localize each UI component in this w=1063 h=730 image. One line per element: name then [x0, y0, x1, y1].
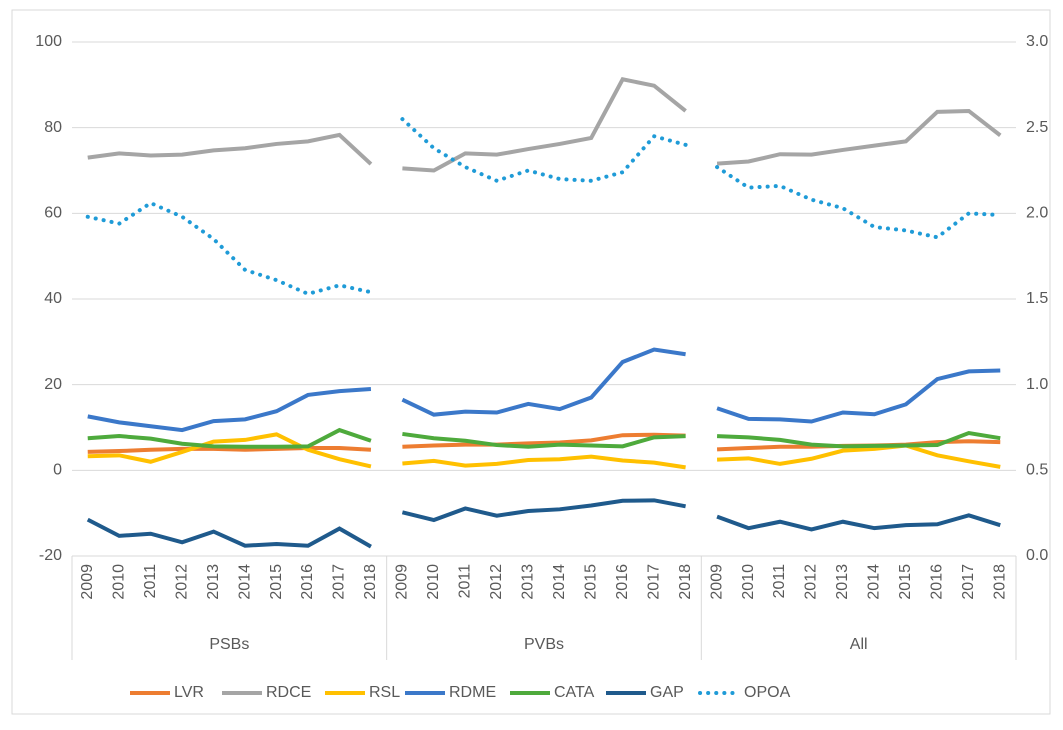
- x-tick-label: 2012: [803, 564, 820, 600]
- y2-tick-label: 0.5: [1026, 462, 1048, 479]
- x-tick-label: 2010: [425, 564, 442, 600]
- series-line: [716, 431, 1001, 449]
- x-tick-label: 2016: [614, 564, 631, 600]
- series-line: [716, 443, 1001, 469]
- x-tick-label: 2014: [551, 564, 568, 600]
- x-tick-label: 2016: [929, 564, 946, 600]
- series-line: [402, 454, 686, 470]
- y-tick-label: 40: [44, 290, 62, 307]
- series-line: [86, 517, 372, 549]
- x-tick-label: 2011: [771, 564, 788, 599]
- y-tick-label: 60: [44, 205, 62, 222]
- series-line: [87, 132, 373, 166]
- group-label: All: [850, 636, 868, 653]
- x-tick-label: 2010: [740, 564, 757, 600]
- y-tick-label: -20: [39, 547, 62, 564]
- legend-label: OPOA: [744, 684, 791, 701]
- y-tick-label: 80: [44, 119, 62, 136]
- legend-label: LVR: [174, 684, 204, 701]
- series-line: [716, 368, 1001, 424]
- series-line: [87, 446, 372, 454]
- y2-tick-label: 3.0: [1026, 33, 1048, 50]
- y-tick-label: 0: [53, 462, 62, 479]
- x-tick-label: 2012: [173, 564, 190, 600]
- x-tick-label: 2009: [708, 564, 725, 600]
- legend-label: RDCE: [266, 684, 311, 701]
- x-tick-label: 2013: [205, 564, 222, 600]
- x-tick-label: 2012: [488, 564, 505, 600]
- y-tick-label: 100: [35, 33, 62, 50]
- y2-tick-label: 2.5: [1026, 119, 1048, 136]
- x-tick-label: 2016: [299, 564, 316, 600]
- x-tick-label: 2017: [960, 564, 977, 600]
- series-line: [716, 513, 1001, 532]
- x-tick-label: 2010: [110, 564, 127, 600]
- series-line: [716, 108, 1002, 166]
- series-line: [402, 431, 686, 449]
- x-tick-label: 2015: [268, 564, 285, 600]
- series-line: [401, 498, 686, 523]
- x-tick-label: 2013: [834, 564, 851, 600]
- x-tick-label: 2009: [79, 564, 96, 600]
- y2-tick-label: 2.0: [1026, 205, 1048, 222]
- x-tick-label: 2017: [645, 564, 662, 600]
- x-tick-label: 2015: [897, 564, 914, 600]
- x-tick-label: 2015: [582, 564, 599, 600]
- legend-label: RDME: [449, 684, 496, 701]
- x-tick-label: 2018: [362, 564, 379, 600]
- x-tick-label: 2013: [519, 564, 536, 600]
- y2-tick-label: 1.5: [1026, 290, 1048, 307]
- x-tick-label: 2018: [991, 564, 1008, 600]
- chart-frame: [11, 9, 1051, 715]
- series-line: [87, 427, 372, 449]
- series-line: [401, 347, 686, 417]
- x-tick-label: 2017: [331, 564, 348, 600]
- legend-label: RSL: [369, 684, 400, 701]
- x-tick-label: 2011: [457, 564, 474, 599]
- series-line: [402, 77, 687, 173]
- series-line: [400, 117, 688, 183]
- x-tick-label: 2014: [866, 564, 883, 600]
- legend-label: GAP: [650, 684, 684, 701]
- y2-tick-label: 1.0: [1026, 376, 1048, 393]
- legend-label: CATA: [554, 684, 595, 701]
- group-label: PSBs: [209, 636, 249, 653]
- y2-tick-label: 0.0: [1026, 547, 1048, 564]
- x-tick-label: 2011: [142, 564, 159, 599]
- series-line: [87, 386, 372, 433]
- series-line: [87, 432, 372, 469]
- y-tick-label: 20: [44, 376, 62, 393]
- x-tick-label: 2009: [394, 564, 411, 600]
- x-tick-label: 2018: [677, 564, 694, 600]
- x-tick-label: 2014: [236, 564, 253, 600]
- series-line: [402, 432, 686, 449]
- group-label: PVBs: [524, 636, 564, 653]
- series-line: [715, 165, 1003, 240]
